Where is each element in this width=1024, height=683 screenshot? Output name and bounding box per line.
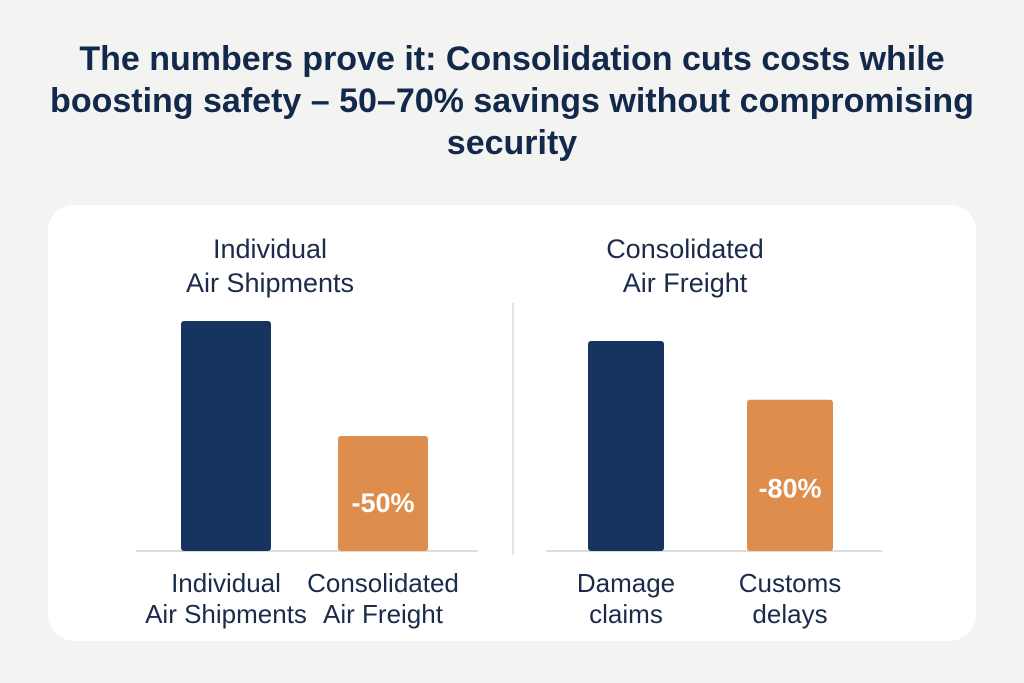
category-label-0-1: Consolidated Air Freight <box>307 568 459 629</box>
category-label-1-0: Damage claims <box>576 568 676 629</box>
panel-divider <box>512 303 514 555</box>
data-label-1-1: -80% <box>758 474 821 504</box>
bar-0-1 <box>338 436 428 551</box>
data-label-0-1: -50% <box>351 488 414 518</box>
category-label-1-1: Customs delays <box>738 568 842 629</box>
bar-1-0 <box>588 341 664 551</box>
headline: The numbers prove it: Consolidation cuts… <box>50 40 974 162</box>
bar-0-0 <box>181 321 271 551</box>
chart-title-right: Consolidated Air Freight <box>606 234 764 298</box>
bar-1-1 <box>747 399 833 551</box>
category-label-0-0: Individual Air Shipments <box>145 568 307 629</box>
chart-title-left: Individual Air Shipments <box>185 234 355 298</box>
